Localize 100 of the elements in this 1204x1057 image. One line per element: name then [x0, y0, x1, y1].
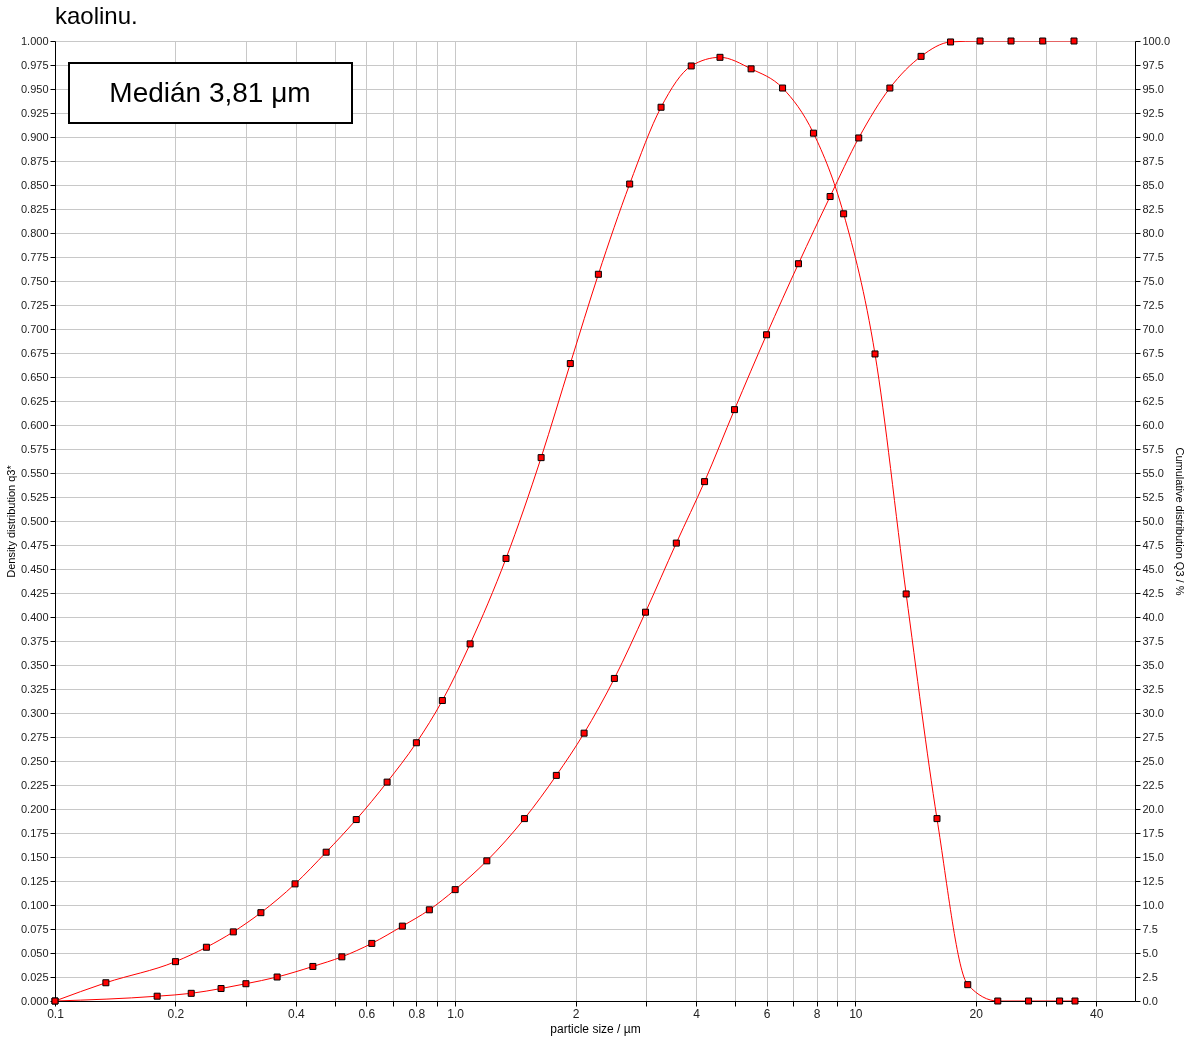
x-tick-label: 10: [849, 1006, 863, 1021]
y-tick-label: 0.500: [20, 514, 49, 527]
point: [947, 38, 955, 46]
y-tick-label: 0.300: [20, 706, 49, 719]
point: [886, 84, 894, 92]
point: [964, 981, 972, 989]
y2-tick-label: 70.0: [1142, 322, 1164, 335]
y-tick-label: 0.825: [20, 202, 49, 215]
y-tick-label: 0.625: [20, 394, 49, 407]
y2-tick-label: 27.5: [1142, 730, 1164, 743]
y-tick-label: 0.475: [20, 538, 49, 551]
y2-tick-label: 0.0: [1142, 994, 1158, 1007]
point: [368, 939, 376, 947]
point: [826, 193, 834, 201]
point: [994, 997, 1002, 1005]
y-tick-label: 0.775: [20, 250, 49, 263]
y-tick-label: 0.700: [20, 322, 49, 335]
y-tick-label: 0.100: [20, 898, 49, 911]
y-tick-label: 0.450: [20, 562, 49, 575]
point: [855, 134, 863, 142]
y-tick-label: 0.550: [20, 466, 49, 479]
y2-tick-label: 85.0: [1142, 178, 1164, 191]
y-tick-label: 0.600: [20, 418, 49, 431]
y2-tick-label: 37.5: [1142, 634, 1164, 647]
y2-tick-label: 87.5: [1142, 154, 1164, 167]
point: [917, 52, 925, 60]
y-tick-label: 0.950: [20, 82, 49, 95]
x-tick-label: 0.4: [288, 1006, 306, 1021]
y2-tick-label: 62.5: [1142, 394, 1164, 407]
y-tick-label: 0.375: [20, 634, 49, 647]
point: [779, 84, 787, 92]
x-tick-label: 8: [813, 1006, 821, 1021]
point: [412, 739, 420, 747]
y2-tick-label: 65.0: [1142, 370, 1164, 383]
point: [153, 992, 161, 1000]
y2-tick-label: 35.0: [1142, 658, 1164, 671]
y-tick-label: 1.000: [20, 34, 49, 47]
y2-tick-label: 47.5: [1142, 538, 1164, 551]
point: [701, 478, 709, 486]
y2-tick-label: 10.0: [1142, 898, 1164, 911]
y2-tick-label: 15.0: [1142, 850, 1164, 863]
y2-tick-label: 40.0: [1142, 610, 1164, 623]
y2-tick-label: 2.5: [1142, 970, 1158, 983]
x-tick-label: 40: [1090, 1006, 1104, 1021]
y-tick-label: 0.050: [20, 946, 49, 959]
point: [229, 928, 237, 936]
y-tick-label: 0.650: [20, 370, 49, 383]
point: [352, 816, 360, 824]
y-tick-label: 0.225: [20, 778, 49, 791]
y-tick-label: 0.200: [20, 802, 49, 815]
y-tick-label: 0.150: [20, 850, 49, 863]
x-tick-label: 6: [763, 1006, 771, 1021]
point: [383, 778, 391, 786]
point: [794, 260, 802, 268]
point: [398, 922, 406, 930]
y-tick-label: 0.250: [20, 754, 49, 767]
y2-tick-label: 67.5: [1142, 346, 1164, 359]
y-tick-label: 0.900: [20, 130, 49, 143]
y2-tick-label: 55.0: [1142, 466, 1164, 479]
x-tick-label: 0.6: [358, 1006, 376, 1021]
y-tick-label: 0.025: [20, 970, 49, 983]
y2-tick-label: 60.0: [1142, 418, 1164, 431]
y-axis-title: Density distribution q3*: [4, 464, 17, 578]
y-tick-label: 0.675: [20, 346, 49, 359]
y2-tick-label: 95.0: [1142, 82, 1164, 95]
point: [1025, 997, 1033, 1005]
y2-tick-label: 77.5: [1142, 250, 1164, 263]
y2-tick-label: 52.5: [1142, 490, 1164, 503]
y2-tick-label: 97.5: [1142, 58, 1164, 71]
point: [520, 815, 528, 823]
point: [672, 539, 680, 547]
point: [338, 953, 346, 961]
point: [537, 454, 545, 462]
y2-tick-label: 92.5: [1142, 106, 1164, 119]
point: [840, 210, 848, 218]
y2-tick-label: 42.5: [1142, 586, 1164, 599]
y-tick-label: 0.850: [20, 178, 49, 191]
point: [1056, 997, 1064, 1005]
point: [809, 129, 817, 137]
y-tick-label: 0.800: [20, 226, 49, 239]
y-tick-label: 0.275: [20, 730, 49, 743]
y2-tick-label: 25.0: [1142, 754, 1164, 767]
y-tick-label: 0.075: [20, 922, 49, 935]
point: [763, 331, 771, 339]
y-tick-label: 0.575: [20, 442, 49, 455]
point: [322, 848, 330, 856]
x-tick-label: 0.2: [167, 1006, 185, 1021]
x-tick-label: 1.0: [447, 1006, 465, 1021]
y2-tick-label: 72.5: [1142, 298, 1164, 311]
y2-tick-label: 20.0: [1142, 802, 1164, 815]
y-tick-label: 0.175: [20, 826, 49, 839]
x-tick-label: 0.1: [47, 1006, 65, 1021]
y-tick-label: 0.925: [20, 106, 49, 119]
y-tick-label: 0.975: [20, 58, 49, 71]
point: [566, 360, 574, 368]
annotation: Medián 3,81 μm: [109, 77, 311, 108]
chart-title: kaolinu.: [55, 2, 138, 29]
y2-tick-label: 75.0: [1142, 274, 1164, 287]
y2-tick-label: 7.5: [1142, 922, 1158, 935]
y-tick-label: 0.350: [20, 658, 49, 671]
